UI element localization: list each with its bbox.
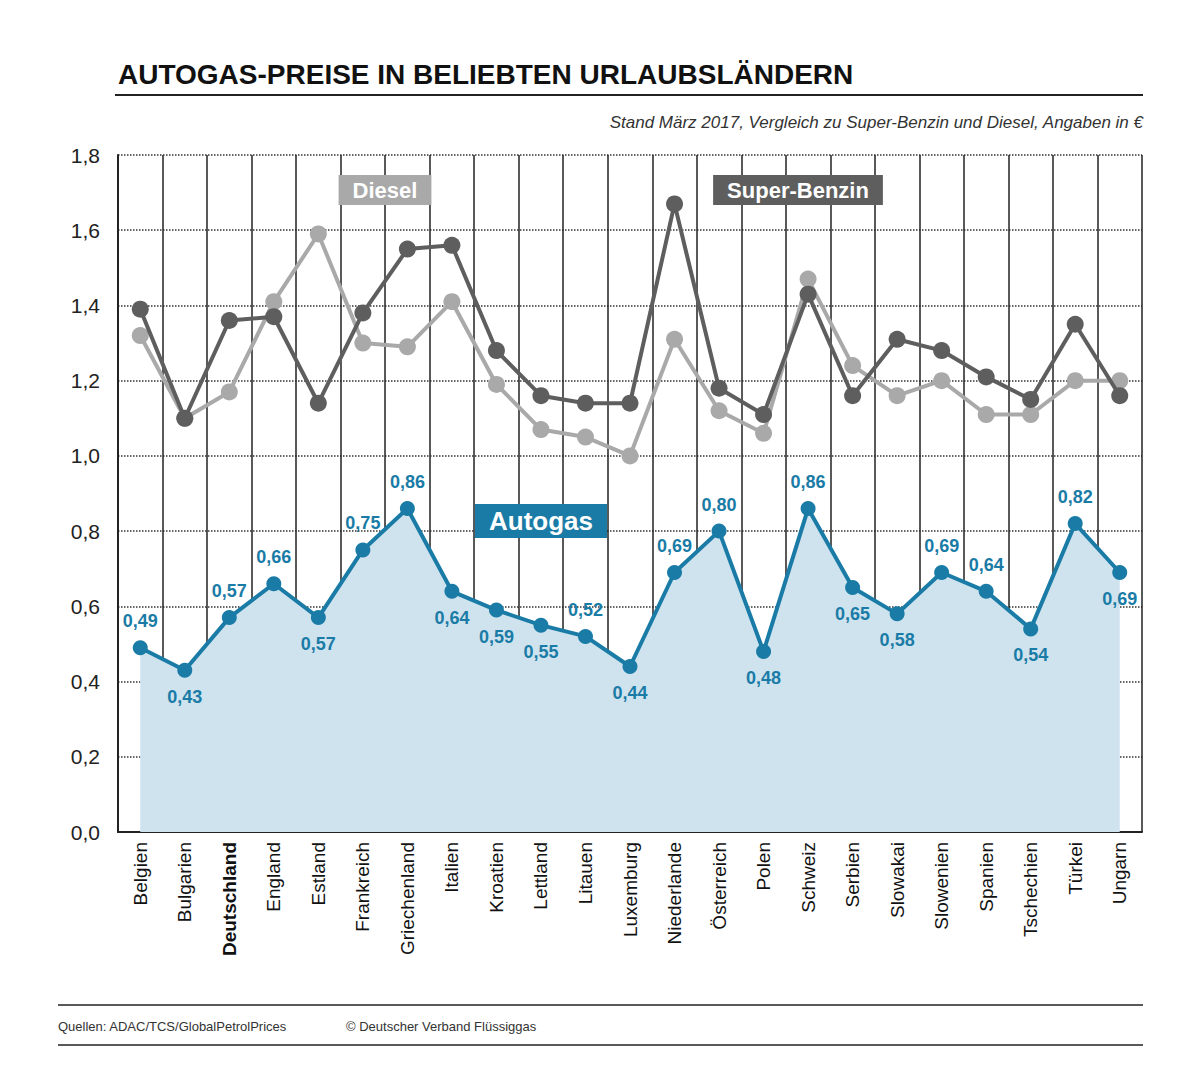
svg-text:1,0: 1,0 bbox=[71, 444, 100, 467]
svg-text:Frankreich: Frankreich bbox=[352, 842, 373, 932]
svg-text:Polen: Polen bbox=[753, 842, 774, 891]
svg-text:0,75: 0,75 bbox=[345, 513, 380, 533]
svg-text:1,4: 1,4 bbox=[71, 294, 101, 317]
svg-text:0,86: 0,86 bbox=[390, 472, 425, 492]
svg-text:Belgien: Belgien bbox=[130, 842, 151, 905]
svg-text:Serbien: Serbien bbox=[842, 842, 863, 908]
svg-text:England: England bbox=[263, 842, 284, 912]
svg-text:Super-Benzin: Super-Benzin bbox=[727, 178, 869, 203]
svg-text:0,55: 0,55 bbox=[523, 642, 558, 662]
svg-text:0,52: 0,52 bbox=[568, 600, 603, 620]
svg-text:0,44: 0,44 bbox=[612, 683, 647, 703]
svg-text:0,43: 0,43 bbox=[167, 687, 202, 707]
svg-text:0,69: 0,69 bbox=[1102, 589, 1137, 609]
svg-text:0,65: 0,65 bbox=[835, 604, 870, 624]
svg-text:Litauen: Litauen bbox=[575, 842, 596, 904]
svg-text:0,57: 0,57 bbox=[301, 634, 336, 654]
svg-text:0,48: 0,48 bbox=[746, 668, 781, 688]
svg-text:Spanien: Spanien bbox=[976, 842, 997, 912]
svg-text:0,49: 0,49 bbox=[123, 611, 158, 631]
svg-text:Estland: Estland bbox=[308, 842, 329, 905]
svg-text:Luxemburg: Luxemburg bbox=[620, 842, 641, 937]
svg-text:Quellen: ADAC/TCS/GlobalPetrol: Quellen: ADAC/TCS/GlobalPetrolPrices bbox=[58, 1019, 287, 1034]
svg-text:0,64: 0,64 bbox=[434, 608, 469, 628]
svg-text:0,80: 0,80 bbox=[702, 495, 737, 515]
svg-text:Kroatien: Kroatien bbox=[486, 842, 507, 913]
svg-text:0,58: 0,58 bbox=[880, 630, 915, 650]
svg-text:Deutschland: Deutschland bbox=[219, 842, 240, 956]
svg-text:0,2: 0,2 bbox=[71, 745, 100, 768]
svg-text:Italien: Italien bbox=[441, 842, 462, 893]
svg-text:0,69: 0,69 bbox=[924, 536, 959, 556]
svg-text:1,2: 1,2 bbox=[71, 369, 100, 392]
svg-text:Griechenland: Griechenland bbox=[397, 842, 418, 955]
svg-text:Niederlande: Niederlande bbox=[664, 842, 685, 944]
svg-text:Stand März 2017, Vergleich zu: Stand März 2017, Vergleich zu Super-Benz… bbox=[610, 113, 1145, 132]
svg-text:Slowenien: Slowenien bbox=[931, 842, 952, 930]
svg-text:0,8: 0,8 bbox=[71, 520, 100, 543]
svg-text:© Deutscher Verband Flüssiggas: © Deutscher Verband Flüssiggas bbox=[346, 1019, 537, 1034]
svg-text:0,64: 0,64 bbox=[969, 555, 1004, 575]
svg-text:0,66: 0,66 bbox=[256, 547, 291, 567]
svg-text:0,6: 0,6 bbox=[71, 595, 100, 618]
svg-text:Ungarn: Ungarn bbox=[1109, 842, 1130, 904]
svg-text:1,8: 1,8 bbox=[71, 144, 100, 167]
svg-text:Tschechien: Tschechien bbox=[1020, 842, 1041, 937]
svg-text:Bulgarien: Bulgarien bbox=[174, 842, 195, 922]
svg-text:0,4: 0,4 bbox=[71, 670, 101, 693]
svg-text:1,6: 1,6 bbox=[71, 219, 100, 242]
svg-text:Türkei: Türkei bbox=[1065, 842, 1086, 895]
svg-text:Slowakai: Slowakai bbox=[887, 842, 908, 918]
svg-text:0,86: 0,86 bbox=[791, 472, 826, 492]
svg-text:0,0: 0,0 bbox=[71, 821, 100, 844]
svg-text:AUTOGAS-PREISE IN BELIEBTEN UR: AUTOGAS-PREISE IN BELIEBTEN URLAUBSLÄNDE… bbox=[118, 59, 853, 90]
svg-text:0,57: 0,57 bbox=[212, 581, 247, 601]
svg-text:Diesel: Diesel bbox=[353, 178, 418, 203]
svg-text:0,69: 0,69 bbox=[657, 536, 692, 556]
svg-text:Autogas: Autogas bbox=[489, 506, 593, 536]
svg-text:0,54: 0,54 bbox=[1013, 645, 1048, 665]
svg-text:Lettland: Lettland bbox=[530, 842, 551, 910]
svg-text:0,59: 0,59 bbox=[479, 627, 514, 647]
svg-text:Österreich: Österreich bbox=[709, 842, 730, 930]
svg-text:0,82: 0,82 bbox=[1058, 487, 1093, 507]
svg-text:Schweiz: Schweiz bbox=[798, 842, 819, 913]
